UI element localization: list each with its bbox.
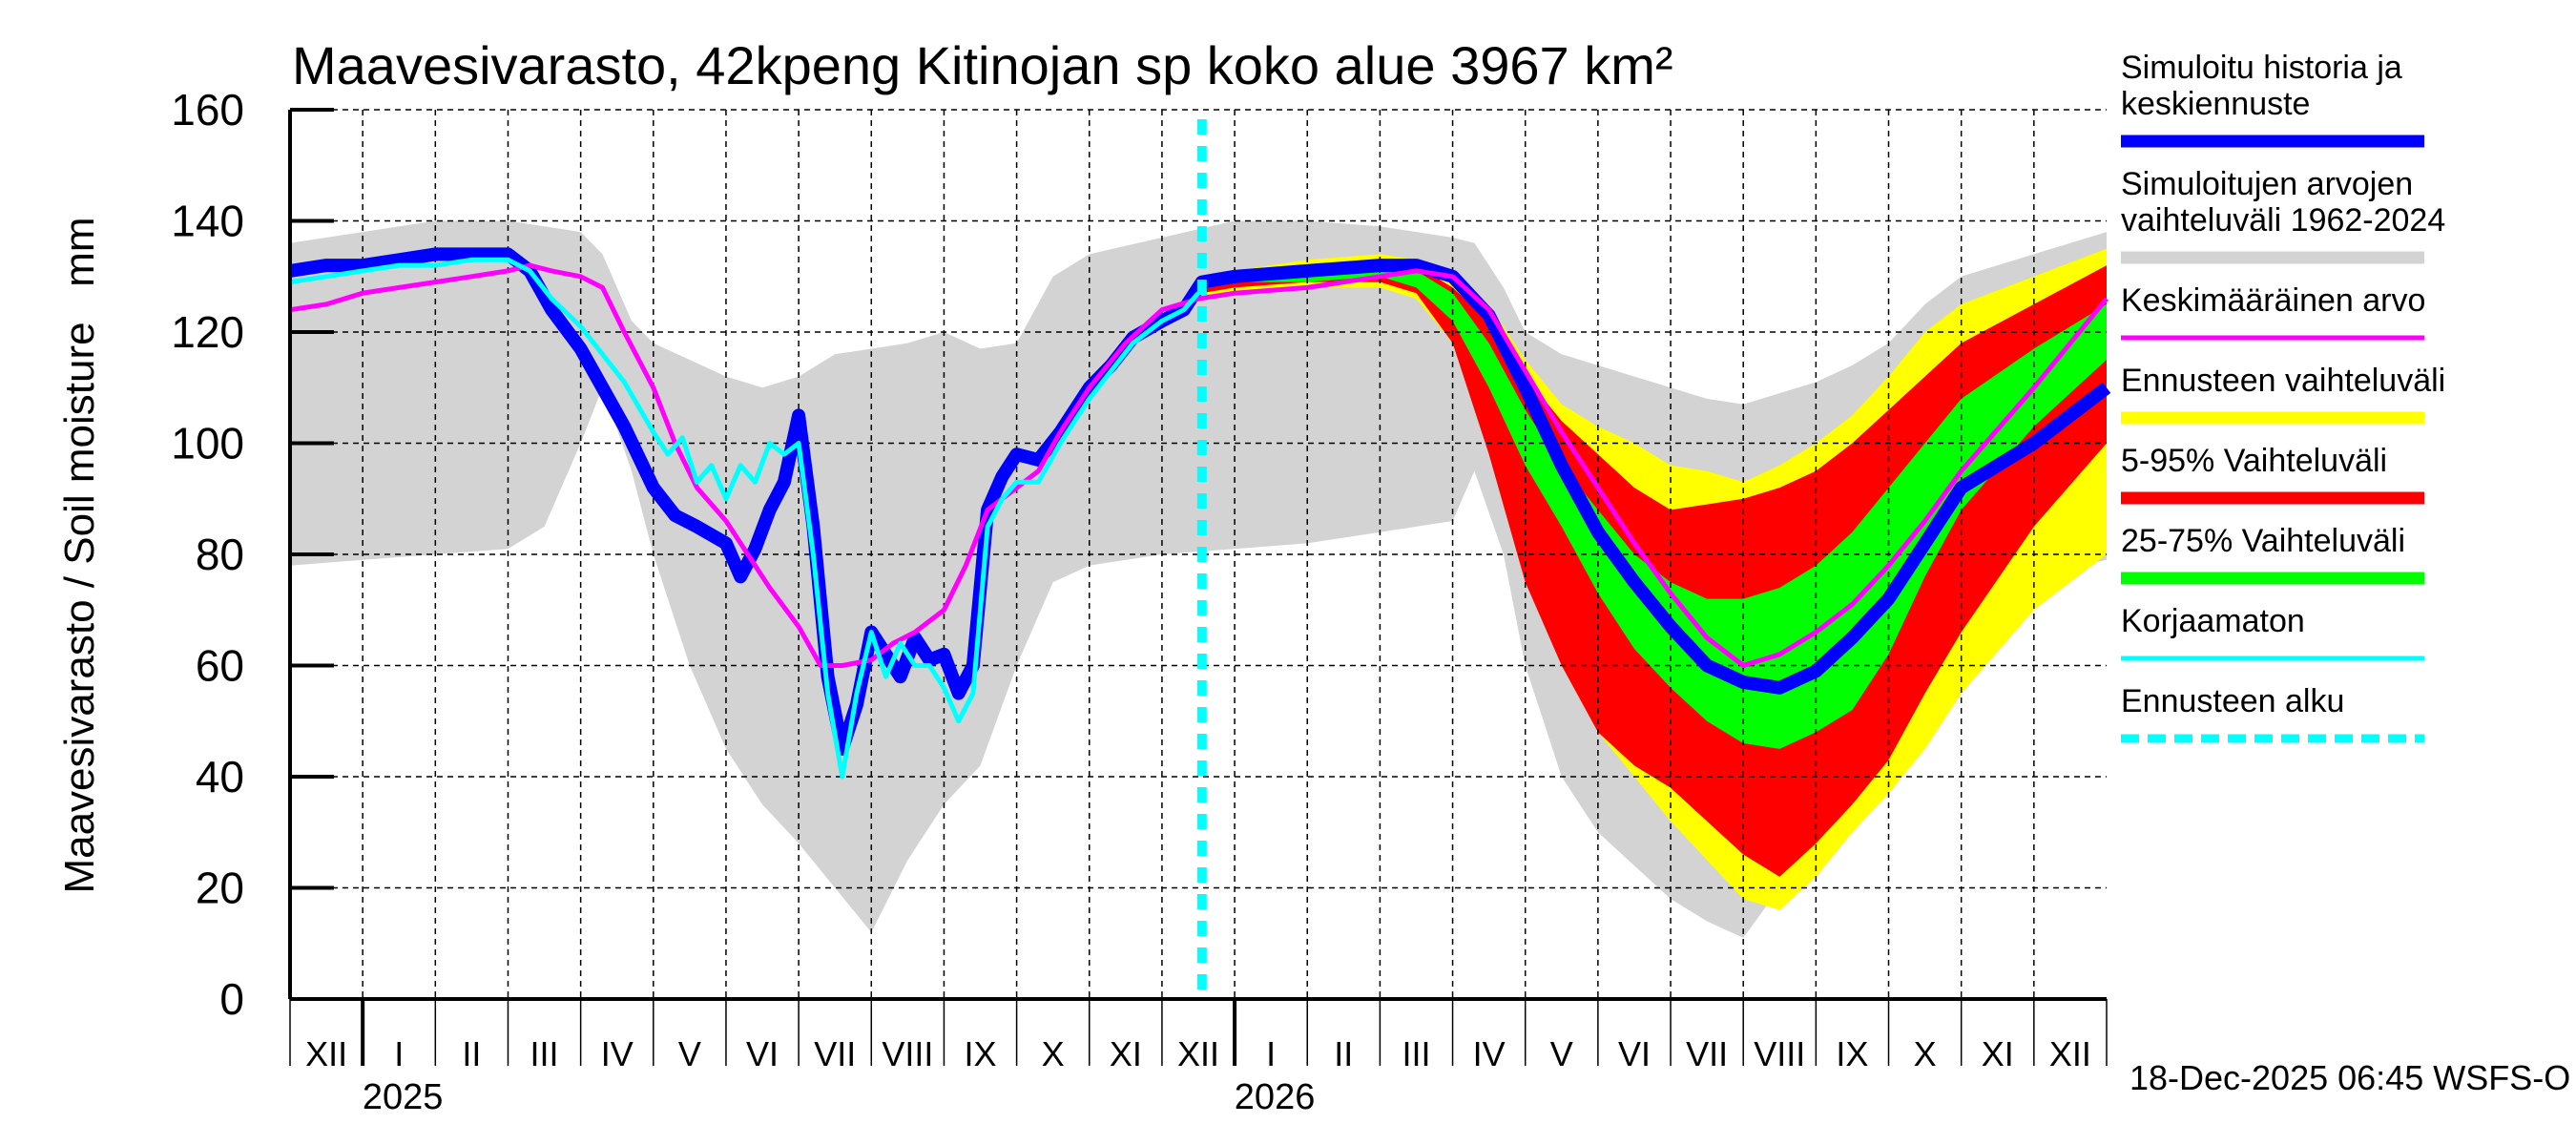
- y-tick-label: 140: [171, 197, 244, 246]
- x-month-label: V: [678, 1034, 701, 1073]
- y-tick-label: 40: [196, 752, 244, 802]
- legend-label: Simuloitu historia ja: [2121, 50, 2402, 86]
- x-month-label: VII: [1686, 1034, 1728, 1073]
- x-month-label: VIII: [1754, 1034, 1805, 1073]
- y-tick-label: 0: [219, 974, 244, 1024]
- legend-label: Simuloitujen arvojen: [2121, 166, 2413, 202]
- y-tick-label: 20: [196, 864, 244, 913]
- legend-label: Ennusteen alku: [2121, 683, 2344, 719]
- x-month-label: VI: [1618, 1034, 1651, 1073]
- line-korjaamaton: [289, 257, 1200, 780]
- legend-label: 25-75% Vaihteluväli: [2121, 523, 2405, 559]
- x-month-label: II: [1334, 1034, 1353, 1073]
- x-month-label: I: [1266, 1034, 1276, 1073]
- x-month-label: XII: [1177, 1034, 1219, 1073]
- x-month-label: XII: [305, 1034, 347, 1073]
- x-year-label: 2026: [1235, 1077, 1316, 1117]
- x-month-label: III: [1402, 1034, 1430, 1073]
- line-keskim-r-inen-arvo: [289, 262, 2109, 668]
- x-month-label: X: [1042, 1034, 1065, 1073]
- y-tick-label: 120: [171, 307, 244, 357]
- y-tick-label: 160: [171, 85, 244, 135]
- x-month-label: X: [1914, 1034, 1937, 1073]
- y-tick-label: 80: [196, 530, 244, 579]
- footer-timestamp: 18-Dec-2025 06:45 WSFS-O: [2129, 1058, 2570, 1097]
- x-month-label: VII: [814, 1034, 856, 1073]
- y-axis-label: Maavesivarasto / Soil moisture mm: [56, 217, 103, 893]
- x-year-label: 2025: [363, 1077, 444, 1117]
- x-month-label: II: [462, 1034, 481, 1073]
- y-tick-label: 100: [171, 419, 244, 468]
- x-month-label: V: [1550, 1034, 1573, 1073]
- x-month-label: IV: [1473, 1034, 1506, 1073]
- y-tick-label: 60: [196, 641, 244, 691]
- x-month-label: XII: [2049, 1034, 2091, 1073]
- x-month-label: XI: [1110, 1034, 1142, 1073]
- legend-label: 5-95% Vaihteluväli: [2121, 443, 2387, 479]
- legend-label: Korjaamaton: [2121, 603, 2305, 639]
- lines-layer: [288, 119, 2111, 999]
- legend-label: Keskimääräinen arvo: [2121, 282, 2425, 319]
- line-simuloitu-historia-ja-keskiennuste: [288, 247, 2111, 756]
- x-month-label: XI: [1982, 1034, 2014, 1073]
- legend-label: Ennusteen vaihteluväli: [2121, 363, 2445, 399]
- legend-label: vaihteluväli 1962-2024: [2121, 202, 2445, 239]
- x-month-label: VIII: [882, 1034, 933, 1073]
- x-month-label: VI: [746, 1034, 779, 1073]
- x-month-label: IX: [965, 1034, 997, 1073]
- x-month-label: IV: [601, 1034, 634, 1073]
- chart-title: Maavesivarasto, 42kpeng Kitinojan sp kok…: [292, 35, 1673, 95]
- x-month-label: IX: [1836, 1034, 1868, 1073]
- x-month-label: I: [394, 1034, 404, 1073]
- band-25-75-vaihteluv-li: [1201, 265, 2107, 749]
- x-month-label: III: [530, 1034, 559, 1073]
- legend-label: keskiennuste: [2121, 86, 2310, 122]
